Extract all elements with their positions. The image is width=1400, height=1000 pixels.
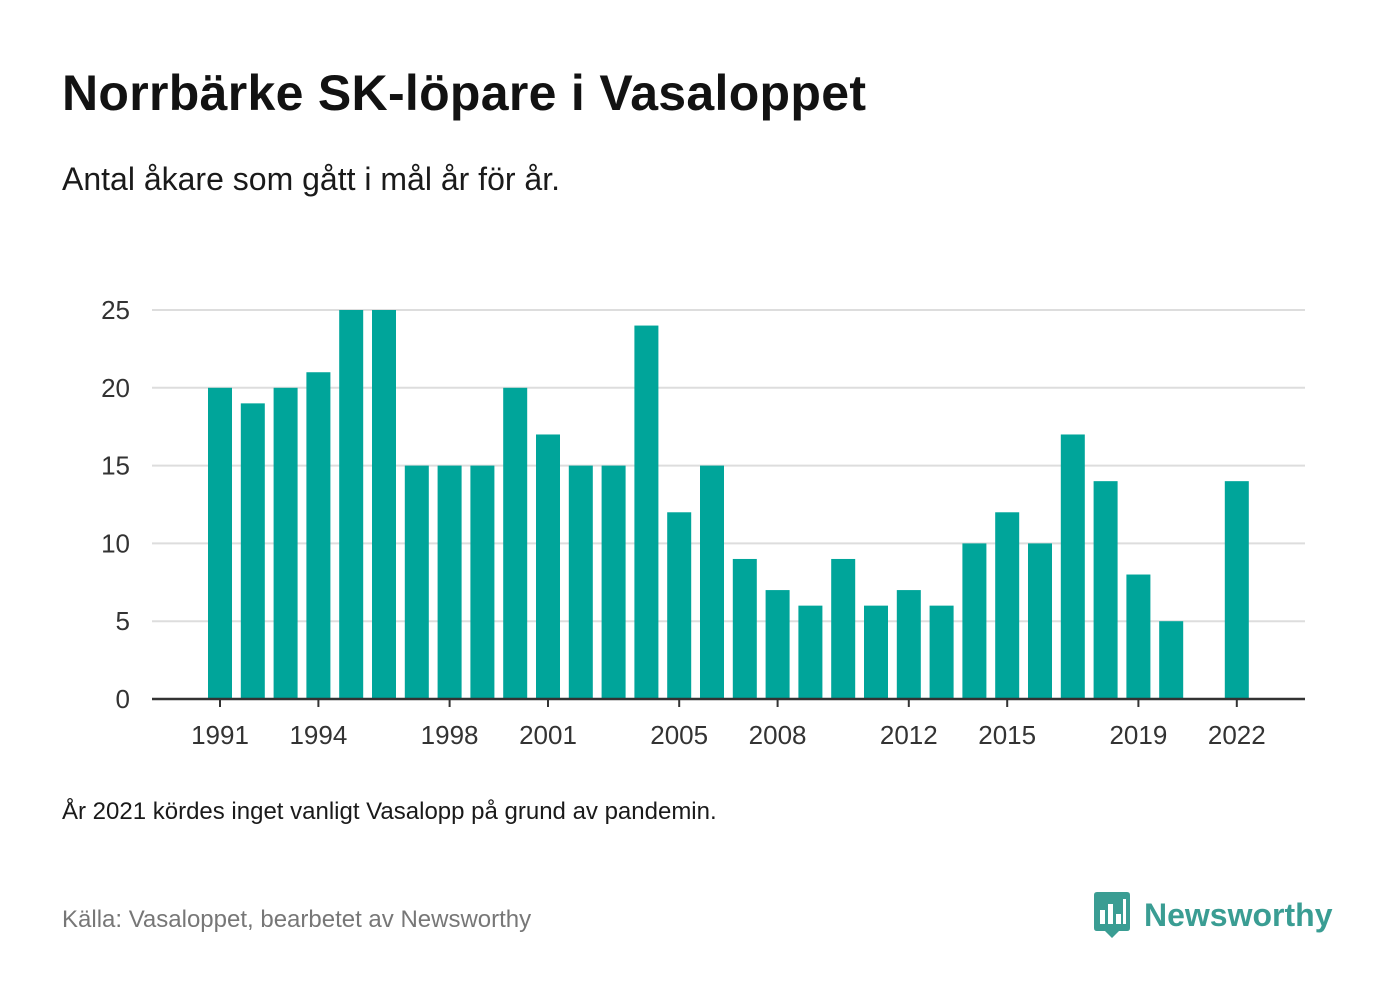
y-tick-label: 10 bbox=[101, 528, 130, 558]
x-tick-label: 2022 bbox=[1208, 720, 1266, 750]
x-tick-label: 2001 bbox=[519, 720, 577, 750]
bar-1998 bbox=[437, 465, 462, 699]
bar-2004 bbox=[634, 325, 659, 699]
x-tick-label: 2019 bbox=[1109, 720, 1167, 750]
bar-2001 bbox=[536, 434, 560, 699]
x-tick-label: 2005 bbox=[650, 720, 708, 750]
bar-1991 bbox=[208, 387, 232, 699]
bar-2006 bbox=[700, 465, 724, 699]
bar-1994 bbox=[306, 372, 331, 699]
bar-2019 bbox=[1126, 574, 1151, 699]
bar-2002 bbox=[568, 465, 593, 699]
bar-2011 bbox=[864, 605, 888, 699]
bar-2008 bbox=[765, 590, 790, 699]
x-tick-label: 2012 bbox=[880, 720, 938, 750]
y-tick-label: 0 bbox=[116, 684, 130, 714]
bar-2005 bbox=[667, 512, 692, 699]
bar-2015 bbox=[995, 512, 1020, 699]
brand-name: Newsworthy bbox=[1144, 896, 1333, 933]
y-tick-label: 15 bbox=[101, 451, 130, 481]
bar-2003 bbox=[601, 465, 626, 699]
bar-1997 bbox=[404, 465, 429, 699]
x-tick-label: 1994 bbox=[289, 720, 347, 750]
bar-chart-speech-bubble-icon bbox=[1094, 892, 1130, 938]
brand-logo: Newsworthy bbox=[1092, 890, 1332, 940]
x-tick-label: 2015 bbox=[978, 720, 1036, 750]
y-axis-ticks: 0 5 10 15 20 25 bbox=[101, 295, 130, 714]
y-tick-label: 20 bbox=[101, 373, 130, 403]
bar-2022 bbox=[1224, 481, 1249, 699]
x-tick-label: 2008 bbox=[749, 720, 807, 750]
bar-1993 bbox=[273, 387, 298, 699]
bar-chart: 0 5 10 15 20 25 1991 1994 1998 2001 2005 2008 2012 2… bbox=[101, 295, 1305, 750]
bar-2010 bbox=[831, 558, 856, 699]
x-axis-ticks: 1991 1994 1998 2001 2005 2008 2012 2015 2019 2022 bbox=[191, 699, 1266, 750]
x-tick-label: 1991 bbox=[191, 720, 249, 750]
bars bbox=[208, 310, 1249, 699]
source-credit: Källa: Vasaloppet, bearbetet av Newswort… bbox=[62, 906, 532, 933]
bar-2013 bbox=[929, 605, 954, 699]
bar-2007 bbox=[732, 558, 757, 699]
bar-2000 bbox=[503, 387, 528, 699]
bar-2020 bbox=[1159, 621, 1184, 699]
chart-title: Norrbärke SK-löpare i Vasaloppet bbox=[62, 65, 867, 121]
bar-2017 bbox=[1060, 434, 1085, 699]
bar-1999 bbox=[470, 465, 495, 699]
bar-2016 bbox=[1028, 543, 1052, 699]
chart-note: År 2021 kördes inget vanligt Vasalopp på… bbox=[62, 798, 717, 825]
x-tick-label: 1998 bbox=[421, 720, 479, 750]
y-tick-label: 5 bbox=[116, 606, 130, 636]
bar-1992 bbox=[240, 403, 265, 699]
bar-2014 bbox=[962, 543, 987, 699]
bar-2018 bbox=[1093, 481, 1118, 699]
y-tick-label: 25 bbox=[101, 295, 130, 325]
bar-2009 bbox=[798, 605, 823, 699]
bar-1995 bbox=[339, 310, 364, 699]
bar-2012 bbox=[896, 590, 921, 699]
bar-1996 bbox=[372, 310, 396, 699]
chart-subtitle: Antal åkare som gått i mål år för år. bbox=[62, 161, 560, 197]
